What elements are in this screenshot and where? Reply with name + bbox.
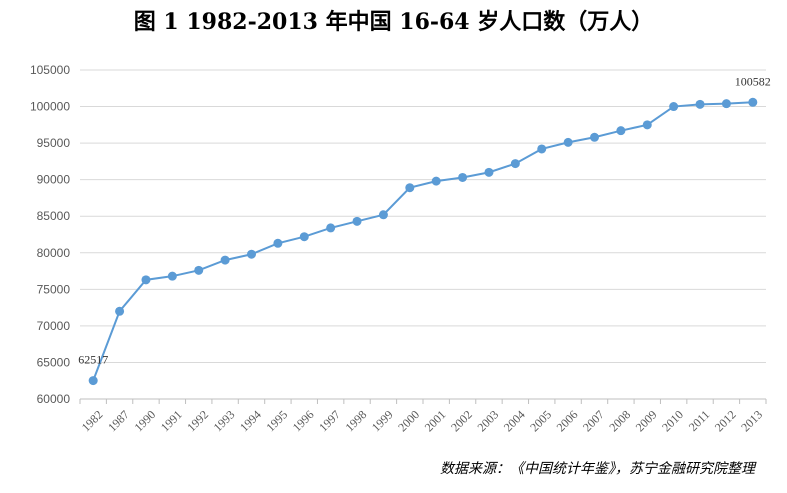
series-group: [88, 97, 758, 386]
data-label: 62517: [78, 353, 108, 367]
y-tick-label: 85000: [37, 209, 71, 223]
x-tick-label: 1993: [211, 407, 238, 434]
data-point: [431, 176, 441, 186]
x-tick-label: 2002: [448, 407, 475, 434]
x-tick-label: 2010: [659, 407, 686, 434]
x-tick-label: 2009: [633, 407, 660, 434]
data-point: [247, 249, 256, 259]
data-point: [88, 376, 98, 386]
data-point: [563, 137, 573, 147]
data-point: [748, 97, 758, 107]
data-point: [299, 232, 309, 242]
data-point: [590, 132, 599, 142]
series-line: [92, 101, 753, 381]
x-tick-label: 1990: [131, 407, 158, 434]
data-point: [326, 223, 336, 233]
y-tick-label: 70000: [37, 319, 71, 333]
x-tick-label: 1999: [369, 407, 396, 434]
source-note: 数据来源：《中国统计年鉴》，苏宁金融研究院整理: [440, 461, 755, 477]
data-point: [695, 99, 705, 109]
x-tick-label: 2004: [501, 407, 528, 434]
y-tick-label: 75000: [37, 282, 71, 296]
y-tick-label: 80000: [37, 246, 71, 260]
x-tick-label: 2003: [474, 407, 501, 434]
data-point: [669, 102, 679, 112]
data-point: [537, 144, 547, 154]
data-point: [167, 271, 177, 281]
data-point: [510, 159, 520, 169]
data-point: [405, 183, 415, 193]
x-axis-ticks: 1982 1987 1990 1991 1992 1993 1994 1995 1996 1997…: [79, 399, 767, 434]
gridlines: [80, 69, 766, 363]
x-tick-label: 1991: [158, 407, 185, 434]
x-tick-label: 1994: [237, 407, 264, 434]
x-tick-label: 1995: [263, 407, 290, 434]
data-point: [616, 126, 626, 136]
y-axis-ticks: 60000 65000 70000 75000 80000 85000 90000 95000…: [30, 63, 70, 406]
x-tick-label: 2006: [554, 407, 581, 434]
x-tick-label: 1996: [290, 407, 317, 434]
data-point: [458, 172, 468, 182]
x-tick-label: 2001: [422, 407, 449, 434]
data-point: [141, 275, 151, 285]
x-tick-label: 1998: [343, 407, 370, 434]
x-tick-label: 1987: [105, 407, 132, 434]
data-labels: 62517 100582: [78, 74, 771, 366]
y-tick-label: 105000: [30, 63, 70, 77]
x-tick-label: 1992: [184, 407, 211, 434]
data-point: [378, 210, 388, 220]
data-point: [352, 216, 362, 226]
x-tick-label: 2008: [606, 407, 633, 434]
y-tick-label: 90000: [37, 173, 71, 187]
x-tick-label: 2013: [738, 407, 765, 434]
x-tick-label: 2000: [395, 407, 422, 434]
x-tick-label: 2005: [527, 407, 554, 434]
data-point: [721, 99, 731, 109]
x-tick-label: 2011: [686, 407, 713, 434]
y-tick-label: 100000: [30, 100, 70, 114]
data-point: [194, 265, 204, 275]
x-tick-label: 1982: [79, 407, 106, 434]
data-point: [642, 120, 652, 130]
data-point: [220, 255, 230, 265]
y-tick-label: 60000: [37, 392, 71, 406]
data-point: [115, 306, 125, 316]
x-tick-label: 2007: [580, 407, 607, 434]
data-label: 100582: [735, 74, 771, 88]
data-point: [484, 167, 494, 177]
x-tick-label: 2012: [712, 407, 739, 434]
chart-title: 图 1 1982-2013 年中国 16-64 岁人口数（万人）: [133, 9, 654, 35]
y-tick-label: 65000: [37, 355, 71, 369]
x-tick-label: 1997: [316, 407, 343, 434]
y-tick-label: 95000: [37, 136, 71, 150]
data-point: [273, 238, 283, 248]
